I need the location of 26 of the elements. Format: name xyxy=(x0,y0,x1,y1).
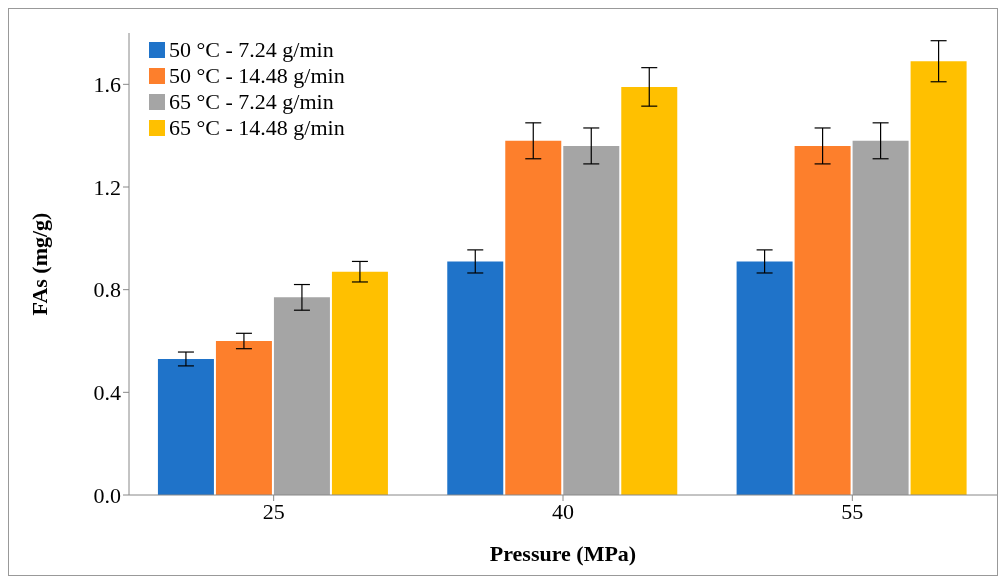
bar xyxy=(505,140,562,495)
bar xyxy=(157,358,214,495)
x-axis-title: Pressure (MPa) xyxy=(489,541,637,566)
x-tick-label: 25 xyxy=(262,498,285,524)
legend-label: 65 °C - 14.48 g/min xyxy=(169,115,345,141)
bar xyxy=(852,140,909,495)
bar xyxy=(273,297,330,495)
y-axis-title: FAs (mg/g) xyxy=(26,212,52,316)
y-tick-label: 1.2 xyxy=(93,174,121,200)
bar xyxy=(621,86,678,495)
bar xyxy=(736,261,793,495)
x-tick-label: 55 xyxy=(841,498,864,524)
bar xyxy=(447,261,504,495)
y-tick-label: 1.6 xyxy=(93,72,121,98)
x-tick-label: 40 xyxy=(552,498,574,524)
y-tick-label: 0.8 xyxy=(93,277,121,303)
bar xyxy=(331,271,388,495)
legend-label: 50 °C - 14.48 g/min xyxy=(169,63,345,89)
legend-label: 65 °C - 7.24 g/min xyxy=(169,89,334,115)
bar xyxy=(910,61,967,495)
bar xyxy=(563,145,620,495)
bar xyxy=(215,341,272,495)
y-tick-label: 0.0 xyxy=(93,482,121,508)
y-tick-label: 0.4 xyxy=(93,380,121,406)
legend-label: 50 °C - 7.24 g/min xyxy=(169,37,334,63)
bar xyxy=(794,145,851,495)
